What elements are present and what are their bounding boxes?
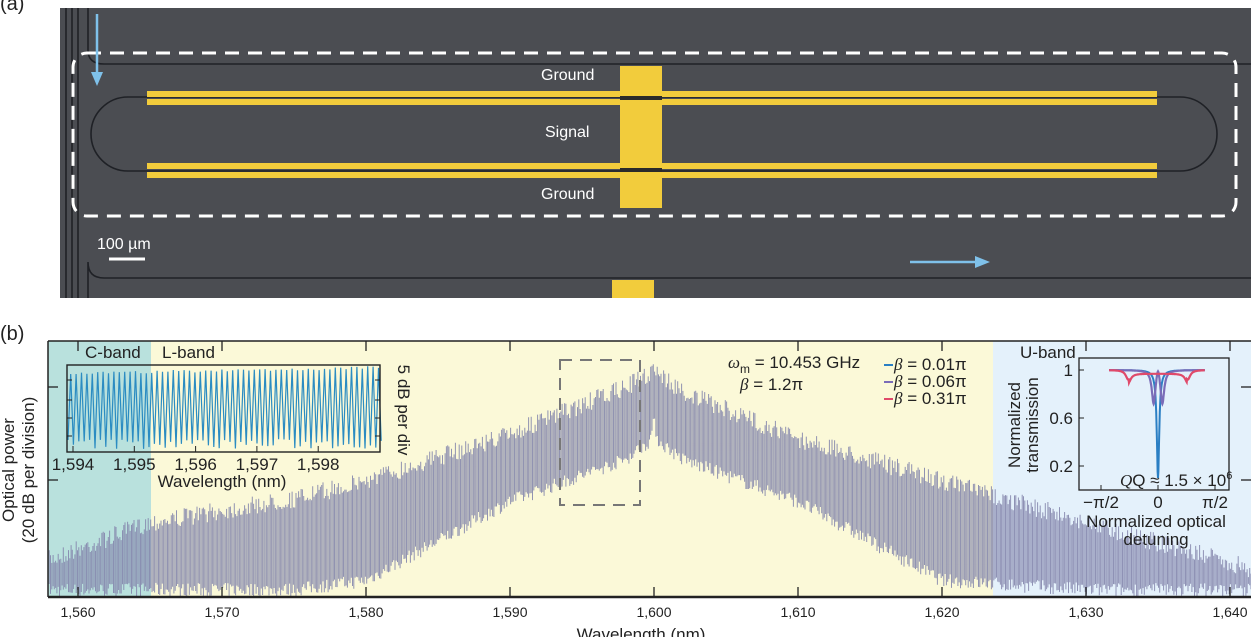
inset-comb-trace: [67, 366, 382, 449]
arrow-icon-out: [910, 256, 990, 268]
legend-entry: β = 0.31π: [893, 389, 967, 408]
inset-x-tick-label: 1,598: [297, 455, 340, 474]
inset2-x-tick-label: −π/2: [1083, 493, 1119, 512]
u-band-label: U-band: [1020, 343, 1076, 362]
transmission-curve: [1109, 369, 1205, 387]
inset2-x-tick-label: 0: [1153, 493, 1162, 512]
beta-annotation: β = 1.2π: [739, 375, 803, 394]
transmission-curve: [1109, 369, 1205, 407]
inset-y-label: 5 dB per div: [394, 365, 413, 456]
q-factor-annotation: QQ ≈ 1.5 × 106: [1120, 470, 1232, 490]
microscope-image: Ground Signal Ground 100 µm: [60, 8, 1251, 298]
x-tick-label: 1,640: [1212, 604, 1247, 620]
inset2-y-tick-label: 0.2: [1049, 457, 1073, 476]
ground-label-top: Ground: [541, 67, 594, 84]
panel-b-label: (b): [0, 323, 24, 345]
inset-x-tick-label: 1,594: [52, 455, 95, 474]
x-tick-label: 1,600: [636, 604, 671, 620]
x-tick-label: 1,610: [780, 604, 815, 620]
inset2-y-tick-label: 1: [1064, 361, 1073, 380]
x-axis-label: Wavelength (nm): [577, 625, 706, 637]
inset2-x-tick-label: π/2: [1202, 493, 1228, 512]
legend-entry: β = 0.01π: [893, 355, 967, 374]
inset2-y-tick-label: 0.6: [1049, 409, 1073, 428]
inset-x-tick-label: 1,596: [174, 455, 217, 474]
arrow-icon-in: [91, 14, 103, 86]
signal-pad: [620, 66, 662, 208]
x-tick-label: 1,580: [348, 604, 383, 620]
y-axis-label-1: Optical power: [0, 418, 18, 522]
electrodes: [147, 66, 1157, 298]
inset2-y-label-1: Normalized: [1005, 382, 1024, 468]
x-tick-label: 1,570: [204, 604, 239, 620]
zoom-region-box: [559, 359, 641, 506]
l-band-label: L-band: [162, 343, 215, 362]
inset2-x-label-2: detuning: [1123, 530, 1188, 549]
frequency-comb-spectrum: [48, 364, 1251, 596]
inset-zoomed-spectrum: 1,594 1,595 1,596 1,597 1,598 Wavelength (nm…: [52, 364, 413, 491]
inset-transmission: 10.60.2−π/2 0 π/2 Normalized transmission …: [1005, 357, 1232, 549]
signal-label: Signal: [545, 124, 589, 141]
panel-a-label: (a): [0, 0, 24, 15]
y-axis-label-2: (20 dB per division): [19, 397, 38, 543]
dashed-region-box: [71, 51, 1238, 218]
x-tick-label: 1,620: [924, 604, 959, 620]
inset2-y-label-2: transmission: [1023, 377, 1042, 472]
legend-entry: β = 0.06π: [893, 372, 967, 391]
c-band-label: C-band: [85, 343, 141, 362]
inset2-x-label-1: Normalized optical: [1086, 512, 1226, 531]
x-tick-label: 1,630: [1068, 604, 1103, 620]
x-tick-label: 1,560: [60, 604, 95, 620]
omega-annotation: ωm = 10.453 GHz: [728, 353, 860, 376]
inset-x-tick-label: 1,597: [236, 455, 279, 474]
scale-bar-label: 100 µm: [97, 236, 151, 253]
bottom-pad: [612, 280, 654, 298]
inset-x-tick-label: 1,595: [113, 455, 156, 474]
x-tick-label: 1,590: [492, 604, 527, 620]
ground-label-bottom: Ground: [541, 186, 594, 203]
inset-x-label: Wavelength (nm): [158, 472, 287, 491]
